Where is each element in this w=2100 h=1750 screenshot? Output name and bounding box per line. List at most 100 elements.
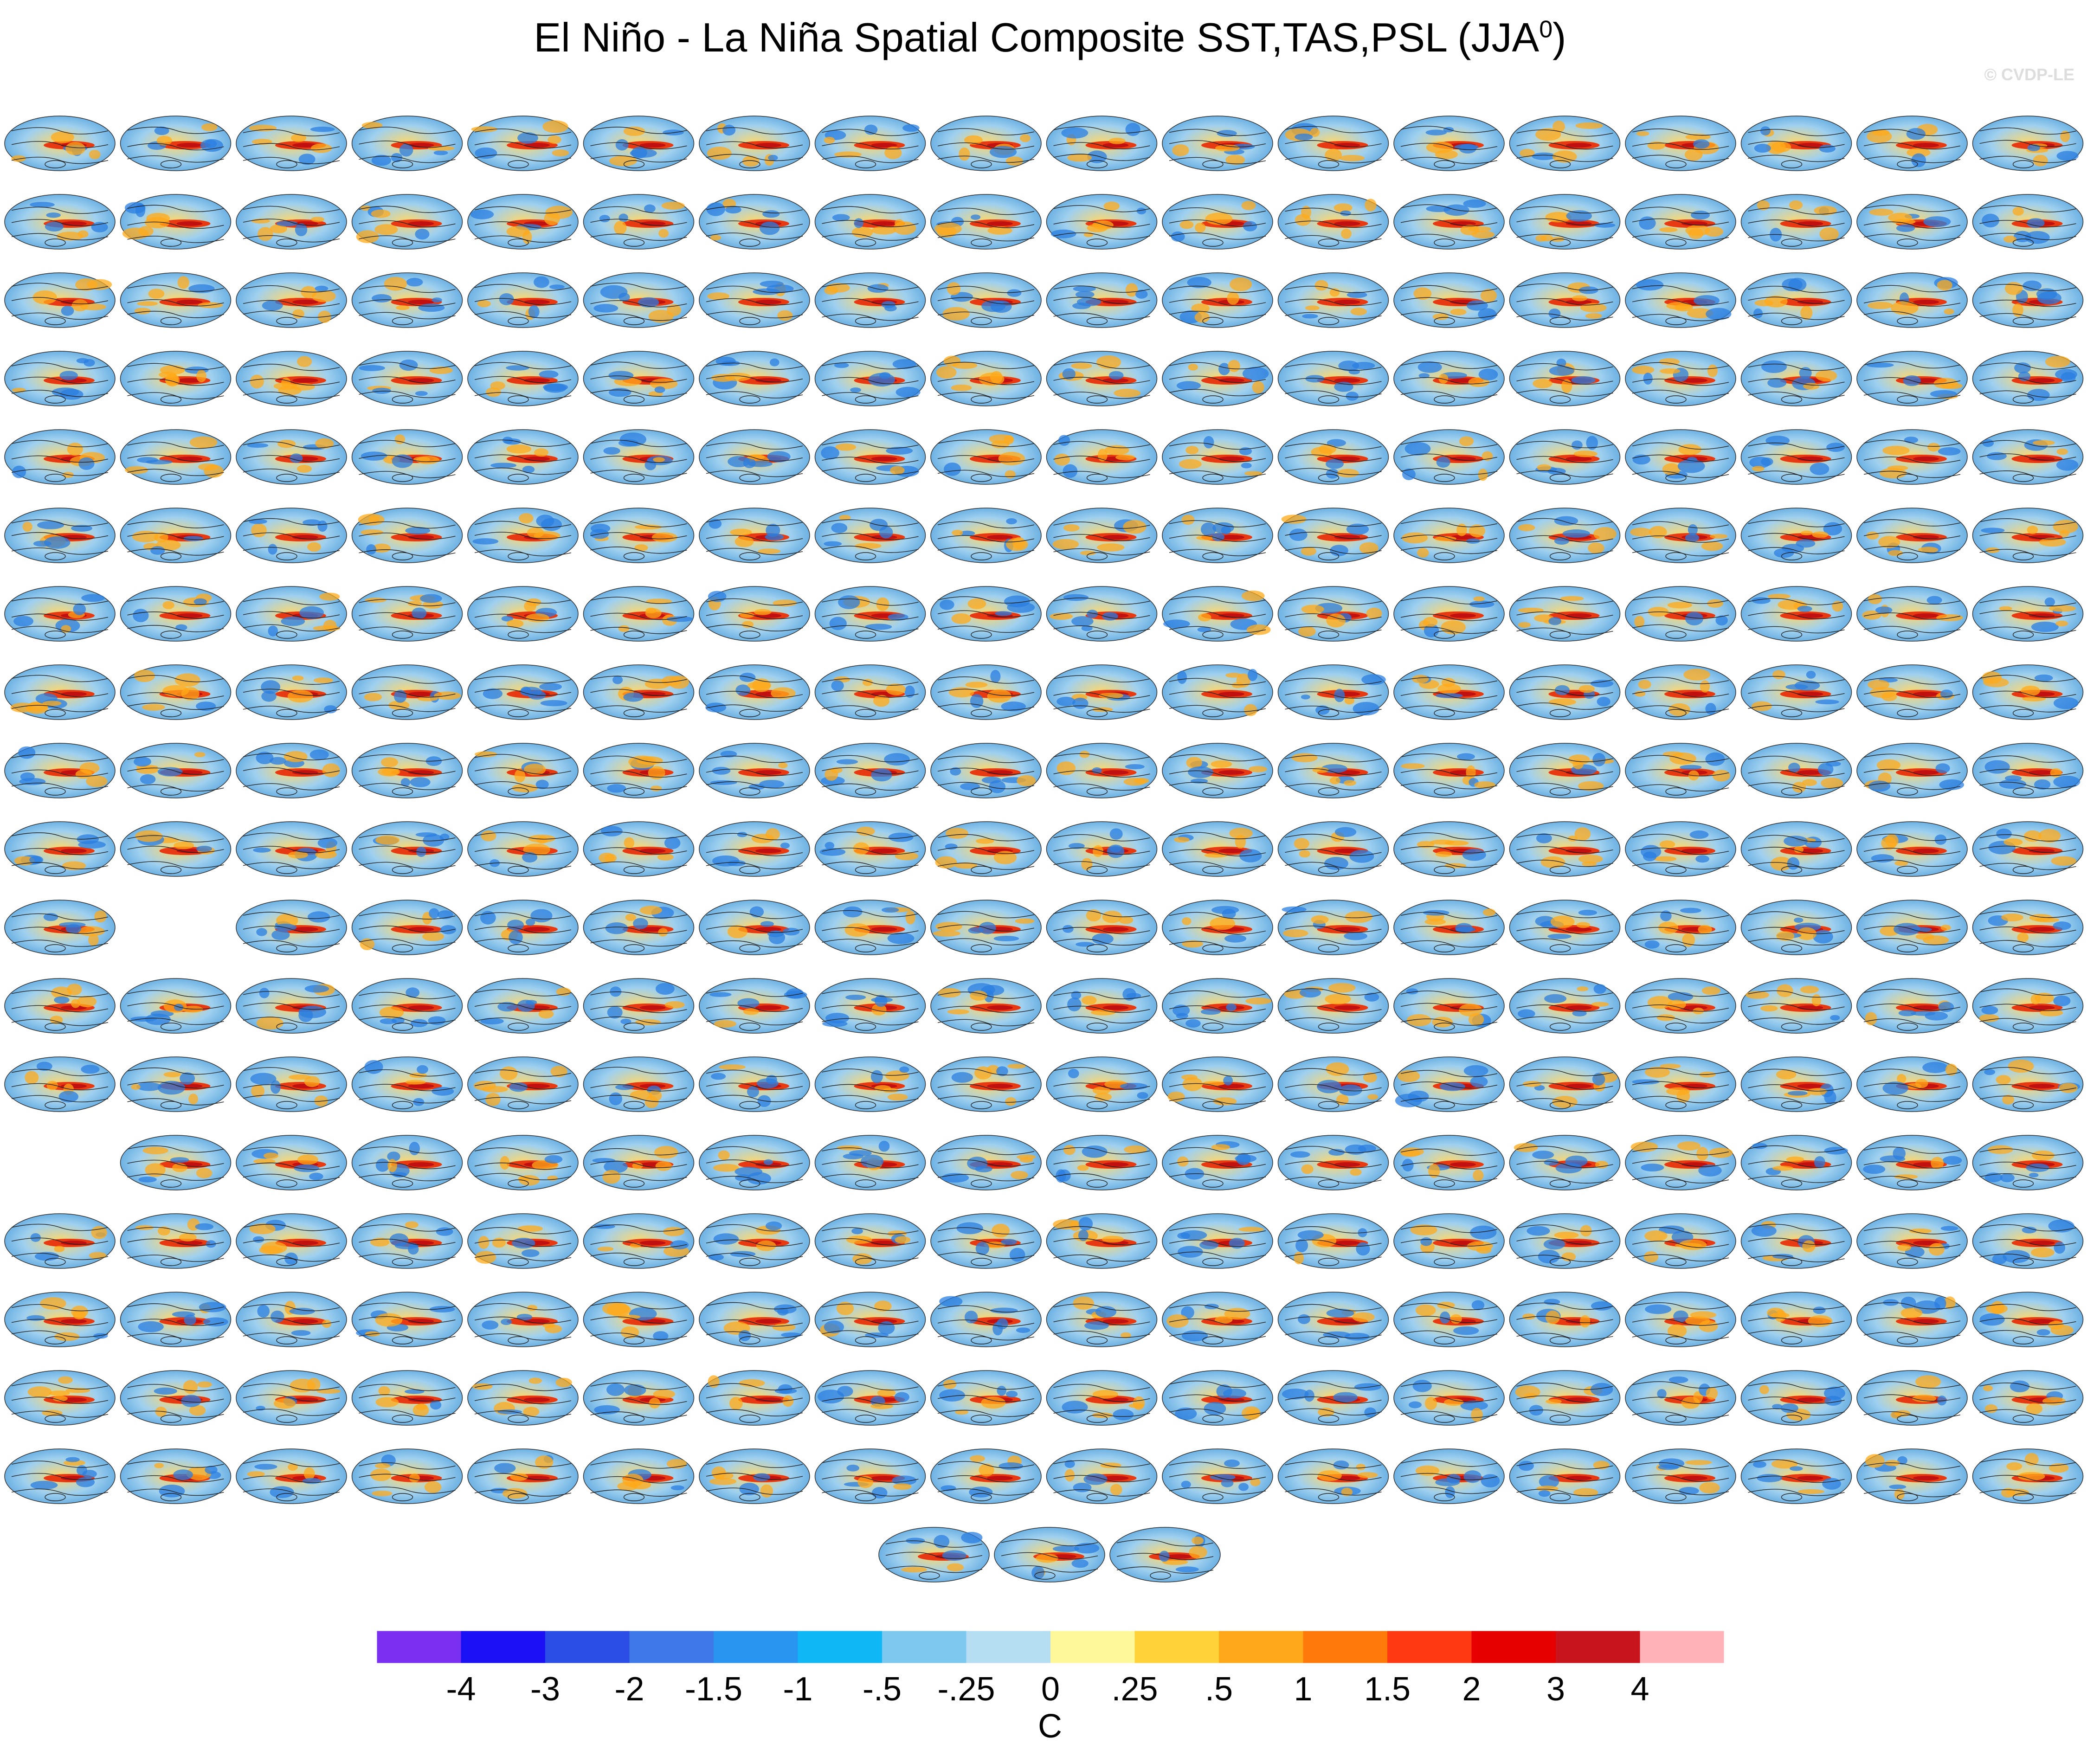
map-panel: [1856, 900, 1968, 955]
map-panel: [1972, 508, 2084, 563]
map-panel: [1856, 1370, 1968, 1426]
map-panel: [583, 429, 695, 485]
map-panel: [1277, 1056, 1389, 1112]
map-panel: [994, 1527, 1105, 1583]
map-panel: [1046, 1292, 1158, 1347]
colorbar-tick-label: -3: [530, 1671, 560, 1708]
map-panel: [1162, 429, 1273, 485]
map-panel: [236, 900, 347, 955]
colorbar-tick-label: -2: [614, 1671, 644, 1708]
map-panel: [1046, 116, 1158, 171]
map-panel: [120, 1292, 232, 1347]
map-panel: [1972, 743, 2084, 798]
map-panel: [351, 1448, 463, 1504]
map-panel: [1625, 351, 1736, 406]
map-panel: [1625, 664, 1736, 720]
map-panel: [1856, 508, 1968, 563]
colorbar-tick-label: 2: [1462, 1671, 1481, 1708]
map-panel: [1856, 116, 1968, 171]
map-panel: [583, 1448, 695, 1504]
map-panel: [236, 1370, 347, 1426]
map-panel: [120, 586, 232, 642]
map-panel: [236, 1448, 347, 1504]
map-panel: [236, 116, 347, 171]
map-panel: [467, 1370, 579, 1426]
colorbar-tick-label: 1: [1294, 1671, 1312, 1708]
map-panel: [583, 821, 695, 877]
map-panel: [351, 194, 463, 250]
map-panel: [1046, 1135, 1158, 1190]
map-panel: [583, 508, 695, 563]
map-panel: [583, 664, 695, 720]
map-panel: [1393, 1135, 1505, 1190]
map-panel: [4, 1448, 116, 1504]
map-panel: [1856, 1213, 1968, 1269]
map-panel: [1972, 116, 2084, 171]
map-panel: [1162, 743, 1273, 798]
map-panel: [1277, 900, 1389, 955]
map-panel: [120, 821, 232, 877]
map-panel: [1740, 978, 1852, 1034]
map-panel: [1393, 116, 1505, 171]
map-panel: [814, 1448, 926, 1504]
colorbar-swatch: [1640, 1631, 1724, 1663]
map-panel: [1277, 586, 1389, 642]
map-panel: [814, 429, 926, 485]
map-panel: [236, 1213, 347, 1269]
map-panel: [1277, 508, 1389, 563]
map-panel: [930, 1292, 1042, 1347]
colorbar-swatch: [1219, 1631, 1303, 1663]
map-panel: [1046, 508, 1158, 563]
map-panel: [1856, 978, 1968, 1034]
map-panel: [120, 351, 232, 406]
map-panel: [814, 508, 926, 563]
map-panel: [583, 586, 695, 642]
colorbar-swatch: [545, 1631, 630, 1663]
map-panel: [236, 978, 347, 1034]
colorbar-unit-label: C: [1038, 1708, 1062, 1745]
map-panel: [351, 272, 463, 328]
map-panel: [583, 1135, 695, 1190]
map-panel: [351, 429, 463, 485]
map-panel: [1509, 978, 1621, 1034]
map-panel: [1277, 116, 1389, 171]
map-panel: [467, 194, 579, 250]
map-panel: [930, 351, 1042, 406]
map-panel: [1740, 1370, 1852, 1426]
map-panel: [814, 821, 926, 877]
map-panel: [351, 508, 463, 563]
map-panel: [4, 821, 116, 877]
map-panel: [814, 664, 926, 720]
colorbar-tick-label: -1.5: [685, 1671, 742, 1708]
map-panel: [1625, 1135, 1736, 1190]
map-panel: [236, 351, 347, 406]
colorbar-tick-label: -.25: [937, 1671, 995, 1708]
map-panel: [1046, 1213, 1158, 1269]
map-panel: [814, 586, 926, 642]
map-panel: [583, 1056, 695, 1112]
map-panel: [120, 1370, 232, 1426]
map-panel: [1972, 586, 2084, 642]
map-panel: [1740, 116, 1852, 171]
map-panel: [814, 1292, 926, 1347]
map-panel: [1277, 1213, 1389, 1269]
colorbar-swatch: [966, 1631, 1050, 1663]
map-panel: [1277, 272, 1389, 328]
map-panel: [1972, 900, 2084, 955]
map-panel: [1625, 1448, 1736, 1504]
map-panel: [1740, 429, 1852, 485]
map-panel: [814, 1370, 926, 1426]
colorbar-tick-label: -4: [446, 1671, 476, 1708]
map-panel: [1625, 429, 1736, 485]
map-panel: [1393, 351, 1505, 406]
map-panel: [1740, 743, 1852, 798]
map-panel: [120, 508, 232, 563]
map-panel: [1393, 1370, 1505, 1426]
colorbar-swatch: [798, 1631, 882, 1663]
map-panel: [1162, 1135, 1273, 1190]
map-panel: [1509, 351, 1621, 406]
map-panel: [4, 743, 116, 798]
map-panel: [1740, 1213, 1852, 1269]
map-panel: [1393, 586, 1505, 642]
map-panel: [1856, 821, 1968, 877]
